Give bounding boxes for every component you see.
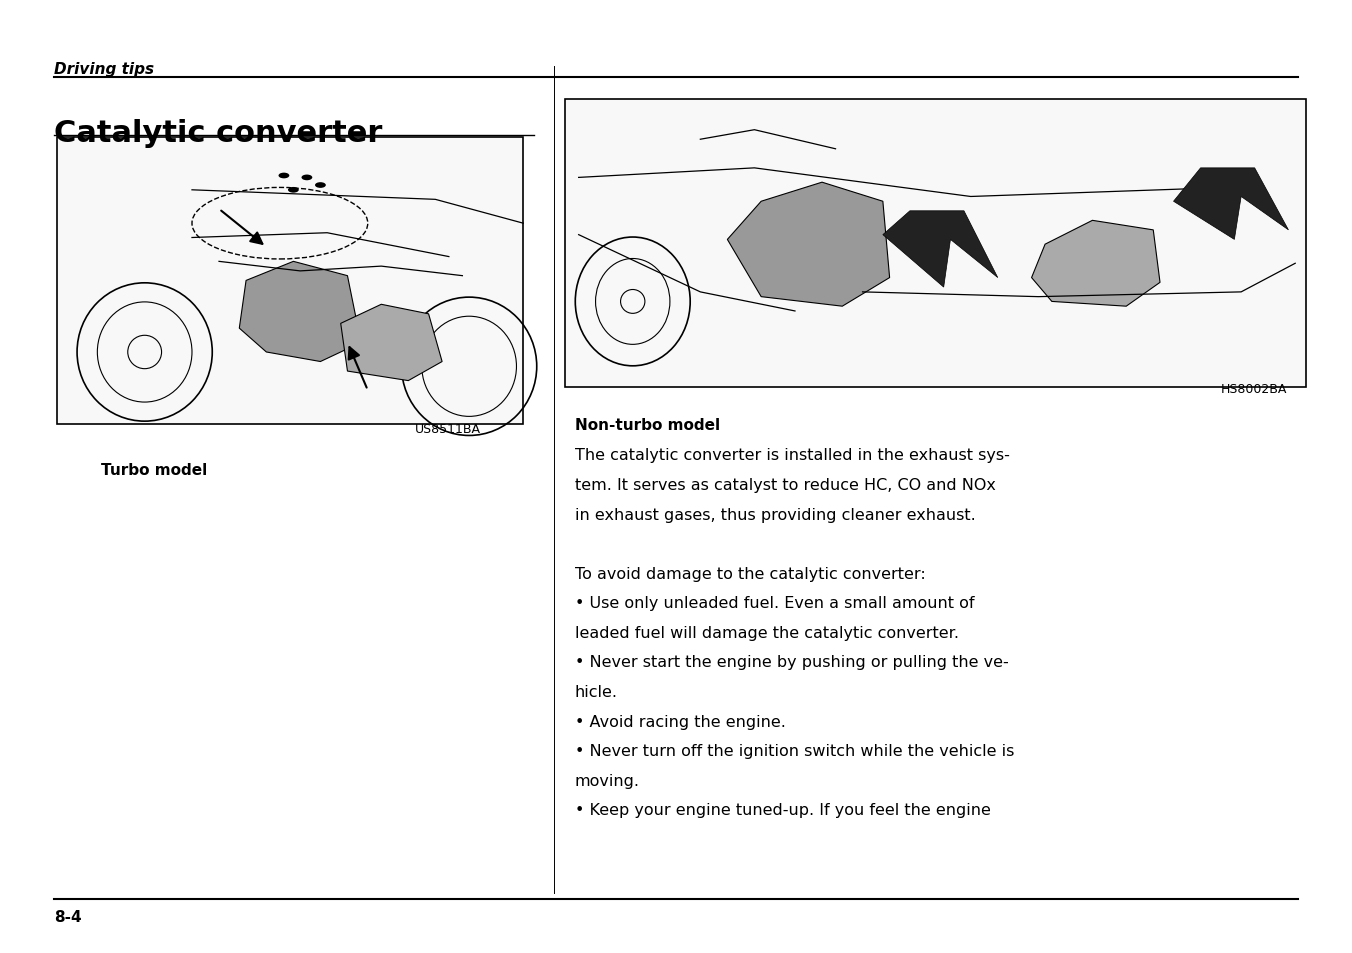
Text: The catalytic converter is installed in the exhaust sys-: The catalytic converter is installed in … [575,448,1010,463]
Text: in exhaust gases, thus providing cleaner exhaust.: in exhaust gases, thus providing cleaner… [575,507,975,522]
Text: HS8002BA: HS8002BA [1221,382,1287,395]
Polygon shape [1174,169,1288,240]
Bar [565,100,1306,388]
Text: To avoid damage to the catalytic converter:: To avoid damage to the catalytic convert… [575,566,925,581]
Polygon shape [1032,221,1160,307]
Ellipse shape [315,183,326,189]
Text: • Never turn off the ignition switch while the vehicle is: • Never turn off the ignition switch whi… [575,743,1014,759]
Polygon shape [727,183,890,307]
Text: • Keep your engine tuned-up. If you feel the engine: • Keep your engine tuned-up. If you feel… [575,802,991,818]
Text: tem. It serves as catalyst to reduce HC, CO and NOx: tem. It serves as catalyst to reduce HC,… [575,477,995,493]
Text: Catalytic converter: Catalytic converter [54,119,383,148]
Text: leaded fuel will damage the catalytic converter.: leaded fuel will damage the catalytic co… [575,625,959,640]
Ellipse shape [279,173,289,179]
Text: hicle.: hicle. [575,684,618,700]
Ellipse shape [301,175,312,181]
Text: Driving tips: Driving tips [54,62,154,77]
Text: moving.: moving. [575,773,639,788]
Text: • Never start the engine by pushing or pulling the ve-: • Never start the engine by pushing or p… [575,655,1009,670]
Text: Turbo model: Turbo model [101,462,208,477]
Text: • Avoid racing the engine.: • Avoid racing the engine. [575,714,786,729]
Bar [57,138,523,424]
Text: US8511BA: US8511BA [415,422,481,436]
Text: • Use only unleaded fuel. Even a small amount of: • Use only unleaded fuel. Even a small a… [575,596,973,611]
Polygon shape [341,305,442,381]
Polygon shape [883,212,998,288]
Text: 8-4: 8-4 [54,909,81,924]
Text: Non-turbo model: Non-turbo model [575,417,719,433]
Polygon shape [239,262,361,362]
Ellipse shape [288,188,299,193]
